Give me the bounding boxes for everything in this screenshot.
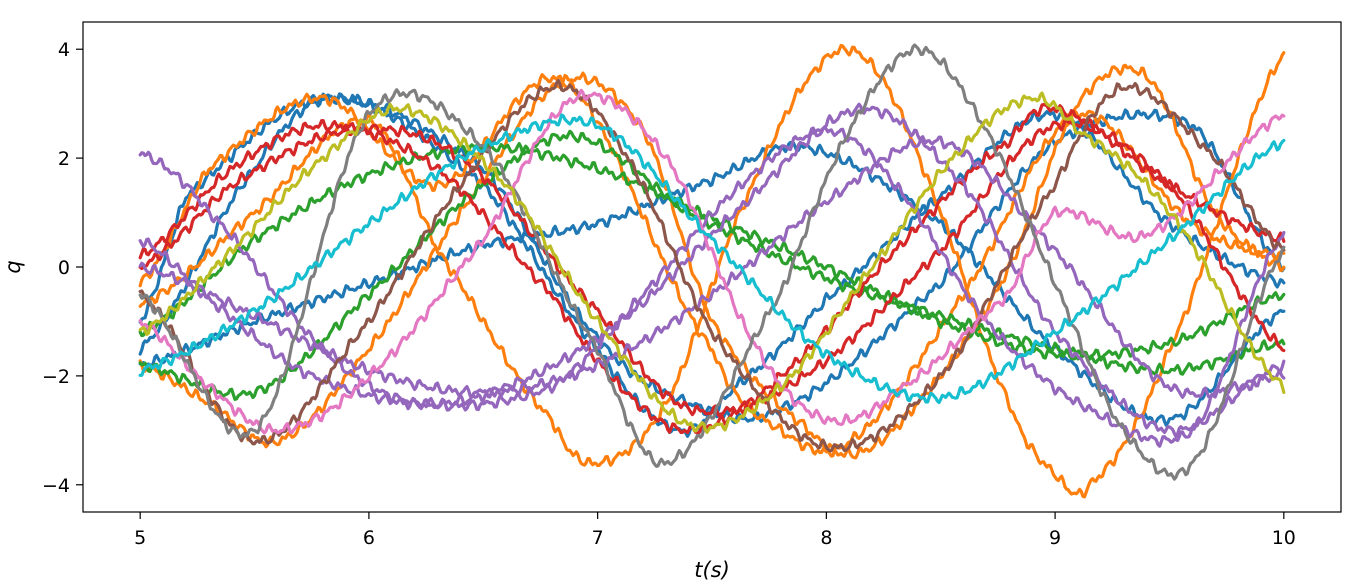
y-tick-label: 0 (58, 257, 70, 279)
series-line-7 (138, 129, 1286, 402)
series-line-5 (138, 63, 1286, 460)
series-line-17 (138, 91, 1286, 434)
x-tick-label: 5 (134, 527, 146, 549)
y-tick-label: −2 (42, 366, 70, 388)
y-axis: 4 2 0 −2 −4 (42, 39, 83, 497)
x-tick-label: 7 (592, 527, 604, 549)
x-tick-label: 10 (1272, 527, 1296, 549)
series-line-14 (138, 78, 1286, 453)
y-tick-label: 4 (58, 39, 70, 61)
x-tick-label: 9 (1049, 527, 1061, 549)
series-line-15 (138, 88, 1286, 435)
series-line-4 (138, 73, 1286, 458)
series-line-16 (138, 43, 1286, 481)
x-tick-label: 8 (820, 527, 832, 549)
series-line-18 (138, 113, 1286, 405)
y-tick-label: −4 (42, 475, 70, 497)
y-axis-label: q (1, 260, 25, 273)
series-layer (138, 43, 1286, 499)
x-axis-label: t(s) (694, 558, 730, 582)
series-line-2 (138, 140, 1286, 427)
x-tick-label: 6 (363, 527, 375, 549)
series-line-10 (138, 118, 1286, 417)
x-axis: 5 6 7 8 9 10 (134, 512, 1296, 549)
y-tick-label: 2 (58, 148, 70, 170)
series-line-11 (138, 125, 1286, 448)
